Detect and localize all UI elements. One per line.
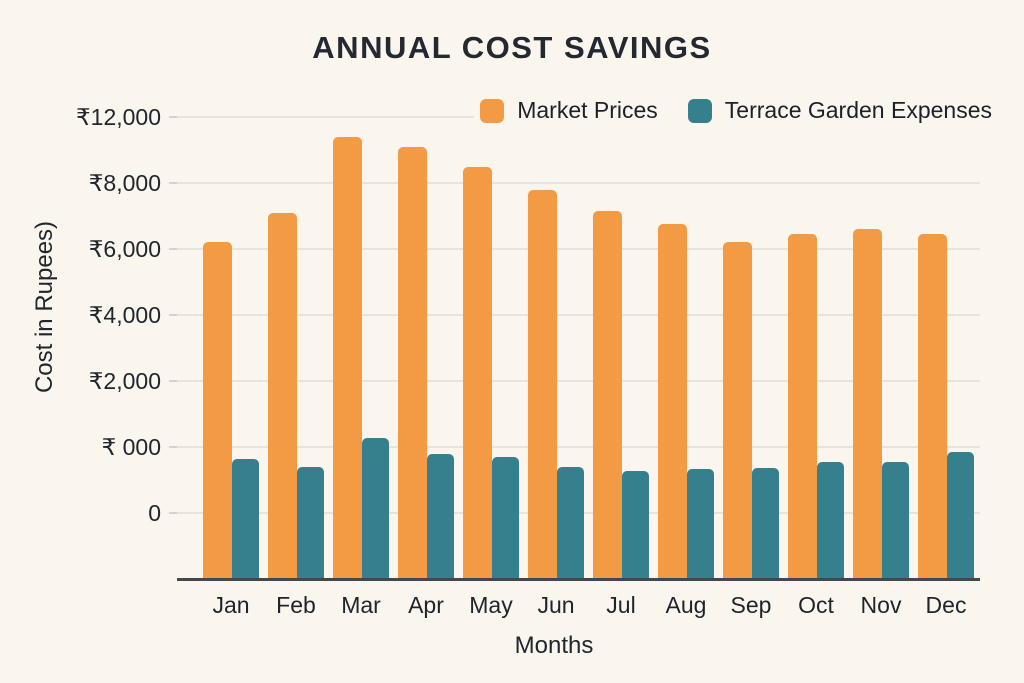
bar-market-prices-jun <box>528 189 557 578</box>
bar-market-prices-aug <box>658 224 687 578</box>
y-tick-label: ₹ 000 <box>101 434 161 460</box>
x-tick-label-dec: Dec <box>925 592 967 618</box>
bar-market-prices-jul <box>593 211 622 578</box>
bar-terrace-garden-expenses-feb <box>297 467 324 578</box>
bar-terrace-garden-expenses-nov <box>882 461 909 578</box>
x-axis-title: Months <box>514 632 594 659</box>
market-prices-swatch-icon <box>480 98 505 123</box>
legend-label-terrace-garden: Terrace Garden Expenses <box>724 97 992 123</box>
gridline <box>177 182 980 184</box>
bar-terrace-garden-expenses-aug <box>687 469 714 578</box>
x-tick-label-oct: Oct <box>798 592 834 618</box>
bar-terrace-garden-expenses-jan <box>232 458 259 578</box>
bar-terrace-garden-expenses-sep <box>752 468 779 578</box>
bar-market-prices-nov <box>853 229 882 578</box>
y-tick-mark <box>169 380 177 382</box>
gridline <box>177 248 980 250</box>
bar-market-prices-jan <box>203 242 232 578</box>
y-tick-label: ₹2,000 <box>88 368 161 394</box>
bar-market-prices-apr <box>398 146 427 578</box>
y-tick-mark <box>169 116 177 118</box>
chart-title: ANNUAL COST SAVINGS <box>312 30 712 65</box>
legend-item-terrace-garden: Terrace Garden Expenses <box>687 97 992 124</box>
y-tick-label: ₹8,000 <box>88 170 161 196</box>
bar-terrace-garden-expenses-dec <box>947 451 974 578</box>
gridline <box>177 314 980 316</box>
legend-item-market-prices: Market Prices <box>480 97 658 124</box>
x-tick-label-feb: Feb <box>276 592 316 618</box>
x-tick-label-may: May <box>469 592 513 618</box>
bar-terrace-garden-expenses-mar <box>362 438 389 578</box>
x-axis-line <box>177 578 980 581</box>
bar-market-prices-may <box>463 166 492 578</box>
bar-market-prices-dec <box>918 234 947 578</box>
gridline <box>177 446 980 448</box>
bar-market-prices-feb <box>268 212 297 578</box>
x-tick-label-aug: Aug <box>665 592 707 618</box>
y-tick-mark <box>169 512 177 514</box>
y-tick-label: ₹4,000 <box>88 302 161 328</box>
bar-market-prices-oct <box>788 234 817 578</box>
y-tick-label: ₹12,000 <box>76 104 161 130</box>
bar-terrace-garden-expenses-oct <box>817 461 844 578</box>
x-tick-label-apr: Apr <box>408 592 444 618</box>
x-tick-label-mar: Mar <box>341 592 381 618</box>
bar-market-prices-mar <box>333 136 362 578</box>
y-tick-mark <box>169 446 177 448</box>
y-tick-mark <box>169 248 177 250</box>
legend: Market Prices Terrace Garden Expenses <box>474 93 998 128</box>
y-tick-mark <box>169 314 177 316</box>
bar-terrace-garden-expenses-apr <box>427 453 454 578</box>
terrace-garden-swatch-icon <box>687 98 712 123</box>
x-tick-label-jun: Jun <box>537 592 575 618</box>
y-tick-label: 0 <box>148 500 161 526</box>
bar-terrace-garden-expenses-may <box>492 456 519 578</box>
gridline <box>177 380 980 382</box>
x-tick-label-sep: Sep <box>730 592 772 618</box>
x-tick-label-nov: Nov <box>860 592 902 618</box>
y-tick-mark <box>169 182 177 184</box>
bar-market-prices-sep <box>723 242 752 578</box>
x-tick-label-jul: Jul <box>606 592 636 618</box>
bar-terrace-garden-expenses-jun <box>557 467 584 578</box>
y-tick-label: ₹6,000 <box>88 236 161 262</box>
bar-terrace-garden-expenses-jul <box>622 471 649 578</box>
legend-label-market-prices: Market Prices <box>517 97 658 123</box>
x-tick-label-jan: Jan <box>212 592 250 618</box>
